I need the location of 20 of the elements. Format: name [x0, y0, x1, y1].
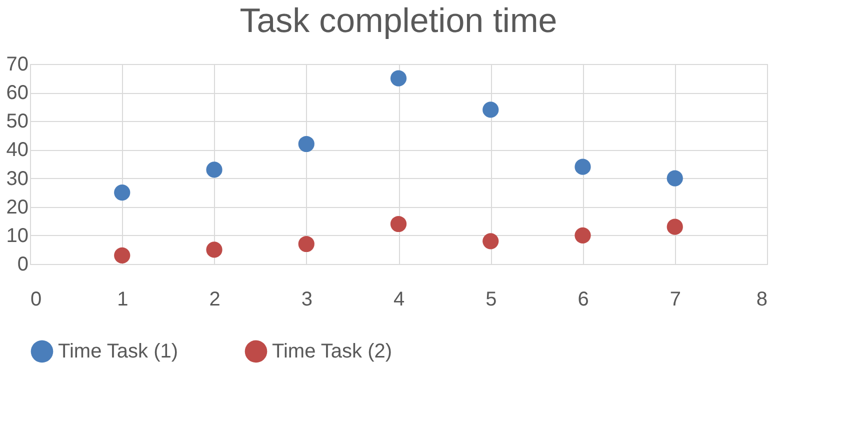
- y-tick-label: 20: [6, 196, 28, 218]
- x-tick-label: 2: [209, 288, 220, 310]
- x-tick-label: 5: [486, 288, 497, 310]
- y-tick-label: 30: [6, 168, 28, 190]
- y-tick-label: 0: [17, 254, 28, 276]
- y-tick-label: 10: [6, 224, 28, 247]
- x-tick-label: 8: [756, 288, 768, 310]
- y-tick-label: 40: [6, 139, 28, 162]
- x-tick-label: 1: [117, 288, 128, 310]
- x-tick-label: 7: [670, 288, 681, 310]
- x-tick-label: 0: [30, 288, 42, 310]
- y-tick-label: 50: [6, 110, 28, 133]
- x-tick-label: 6: [578, 288, 589, 310]
- x-tick-label: 3: [301, 288, 312, 310]
- x-tick-label: 4: [393, 288, 405, 310]
- y-tick-label: 70: [6, 54, 28, 76]
- legend-label: Time Task (1): [58, 340, 178, 362]
- chart-title: Task completion time: [240, 2, 558, 40]
- y-tick-label: 60: [6, 82, 28, 104]
- legend-label: Time Task (2): [272, 340, 392, 362]
